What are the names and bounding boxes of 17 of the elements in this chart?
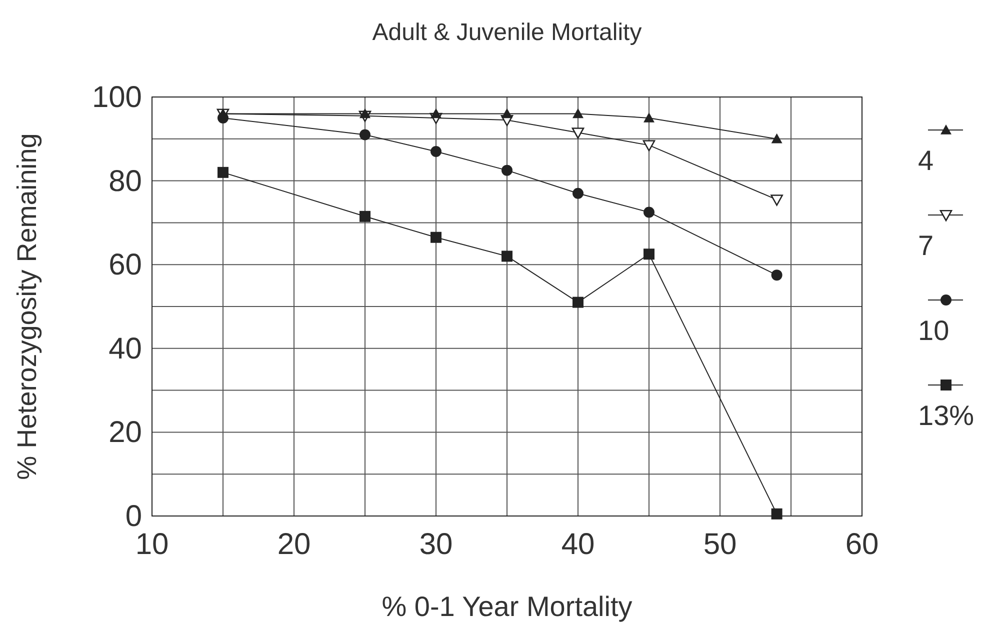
legend-label: 7 [918, 230, 934, 261]
x-tick-label: 60 [845, 528, 879, 561]
x-tick-label: 30 [419, 528, 453, 561]
y-tick-label: 40 [108, 332, 142, 366]
x-tick-label: 50 [703, 528, 737, 561]
legend-label: 13% [918, 400, 974, 431]
legend-label: 4 [918, 145, 934, 176]
x-axis-title: % 0-1 Year Mortality [382, 591, 632, 622]
y-axis-title: % Heterozygosity Remaining [12, 133, 42, 480]
chart-title: Adult & Juvenile Mortality [372, 19, 642, 46]
y-tick-label: 80 [108, 164, 142, 198]
legend-label: 10 [918, 315, 950, 346]
y-tick-label: 60 [108, 248, 142, 282]
x-tick-label: 40 [561, 528, 595, 561]
x-tick-label: 20 [277, 528, 311, 561]
y-tick-label: 20 [108, 416, 142, 450]
y-tick-label: 100 [92, 81, 142, 114]
